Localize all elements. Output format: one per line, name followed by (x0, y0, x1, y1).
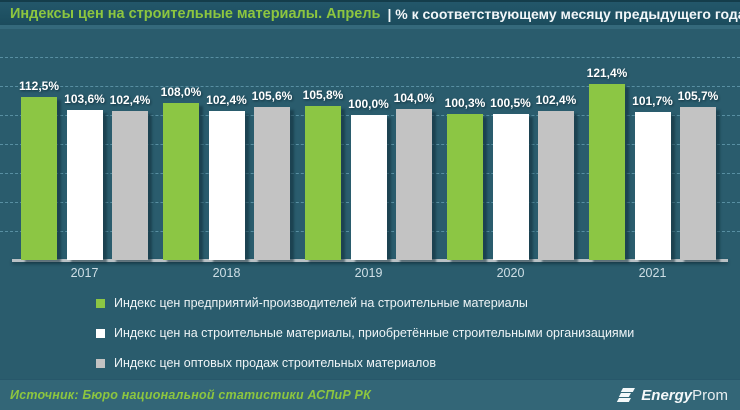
legend-swatch-icon (96, 298, 105, 308)
legend-item-1: Индекс цен предприятий-производителей на… (96, 288, 634, 318)
value-label: 102,4% (109, 93, 151, 108)
page-subtitle: | % к соответствующему месяцу предыдущег… (387, 5, 740, 22)
value-label: 112,5% (18, 78, 60, 93)
bar-2017-series1: 112,5% (19, 79, 59, 260)
bar-group-2019: 105,8% 100,0% 104,0% (303, 35, 434, 260)
value-label: 102,4% (206, 93, 247, 108)
value-label: 104,0% (393, 91, 435, 105)
legend-swatch-icon (96, 328, 105, 338)
bar-group-2018: 108,0% 102,4% 105,6% (161, 35, 292, 260)
bar-2021-series1: 121,4% (587, 66, 627, 260)
bar-2020-series3: 102,4% (536, 93, 576, 260)
plot-area: 112,5% 103,6% 102,4% 108,0% 102,4% 105,6% 105,… (0, 35, 740, 262)
bar-2018-series2: 102,4% (206, 93, 247, 260)
bar-group-2021: 121,4% 101,7% 105,7% (587, 35, 718, 260)
logo-text-bold: Energy (641, 386, 693, 404)
value-label: 102,4% (535, 93, 577, 108)
bar-2019-series2: 100,0% (348, 97, 389, 260)
legend-item-2: Индекс цен на строительные материалы, пр… (96, 318, 634, 348)
legend-item-3: Индекс цен оптовых продаж строительных м… (96, 348, 634, 378)
bar-2020-series2: 100,5% (490, 96, 531, 260)
year-label-2019: 2019 (354, 266, 383, 280)
value-label: 100,0% (348, 96, 389, 111)
legend: Индекс цен предприятий-производителей на… (96, 288, 634, 378)
value-label: 108,0% (160, 85, 202, 100)
footer-bar: Источник: Бюро национальной статистики А… (0, 379, 740, 410)
year-label-2018: 2018 (212, 266, 241, 280)
bar-2018-series3: 105,6% (252, 89, 292, 260)
x-axis-labels: 2017 2018 2019 2020 2021 (0, 266, 740, 282)
energyprom-logo: Energy Prom (617, 386, 728, 404)
value-label: 103,6% (64, 91, 105, 106)
value-label: 100,3% (444, 96, 486, 111)
value-label: 121,4% (586, 65, 628, 80)
title-bar: Индексы цен на строительные материалы. А… (0, 2, 740, 29)
year-label-2020: 2020 (496, 266, 525, 280)
energyprom-icon (617, 387, 636, 403)
gridline-120 (0, 85, 740, 87)
legend-swatch-icon (96, 358, 105, 368)
bar-2021-series2: 101,7% (632, 94, 673, 260)
bar-2018-series1: 108,0% (161, 85, 201, 260)
bar-2019-series1: 105,8% (303, 88, 343, 260)
legend-label: Индекс цен предприятий-производителей на… (114, 296, 528, 310)
value-label: 100,5% (490, 96, 531, 111)
x-axis-line (12, 259, 728, 262)
year-label-2021: 2021 (638, 266, 667, 280)
source-note: Источник: Бюро национальной статистики А… (10, 388, 371, 402)
bar-chart: 112,5% 103,6% 102,4% 108,0% 102,4% 105,6% 105,… (0, 33, 740, 283)
bar-group-2017: 112,5% 103,6% 102,4% (19, 35, 150, 260)
page-title: Индексы цен на строительные материалы. А… (10, 5, 381, 22)
bar-2021-series3: 105,7% (678, 89, 718, 260)
value-label: 105,7% (677, 88, 719, 103)
bar-2020-series1: 100,3% (445, 96, 485, 260)
legend-label: Индекс цен оптовых продаж строительных м… (114, 356, 437, 370)
bar-2017-series2: 103,6% (64, 92, 105, 260)
logo-text-regular: Prom (692, 386, 728, 404)
value-label: 105,8% (302, 88, 344, 103)
value-label: 101,7% (632, 94, 673, 109)
gridline-140 (0, 56, 740, 58)
bar-group-2020: 100,3% 100,5% 102,4% (445, 35, 576, 260)
bar-2019-series3: 104,0% (394, 91, 434, 260)
value-label: 105,6% (251, 88, 293, 103)
bar-2017-series3: 102,4% (110, 93, 150, 260)
year-label-2017: 2017 (70, 266, 99, 280)
legend-label: Индекс цен на строительные материалы, пр… (114, 326, 635, 340)
